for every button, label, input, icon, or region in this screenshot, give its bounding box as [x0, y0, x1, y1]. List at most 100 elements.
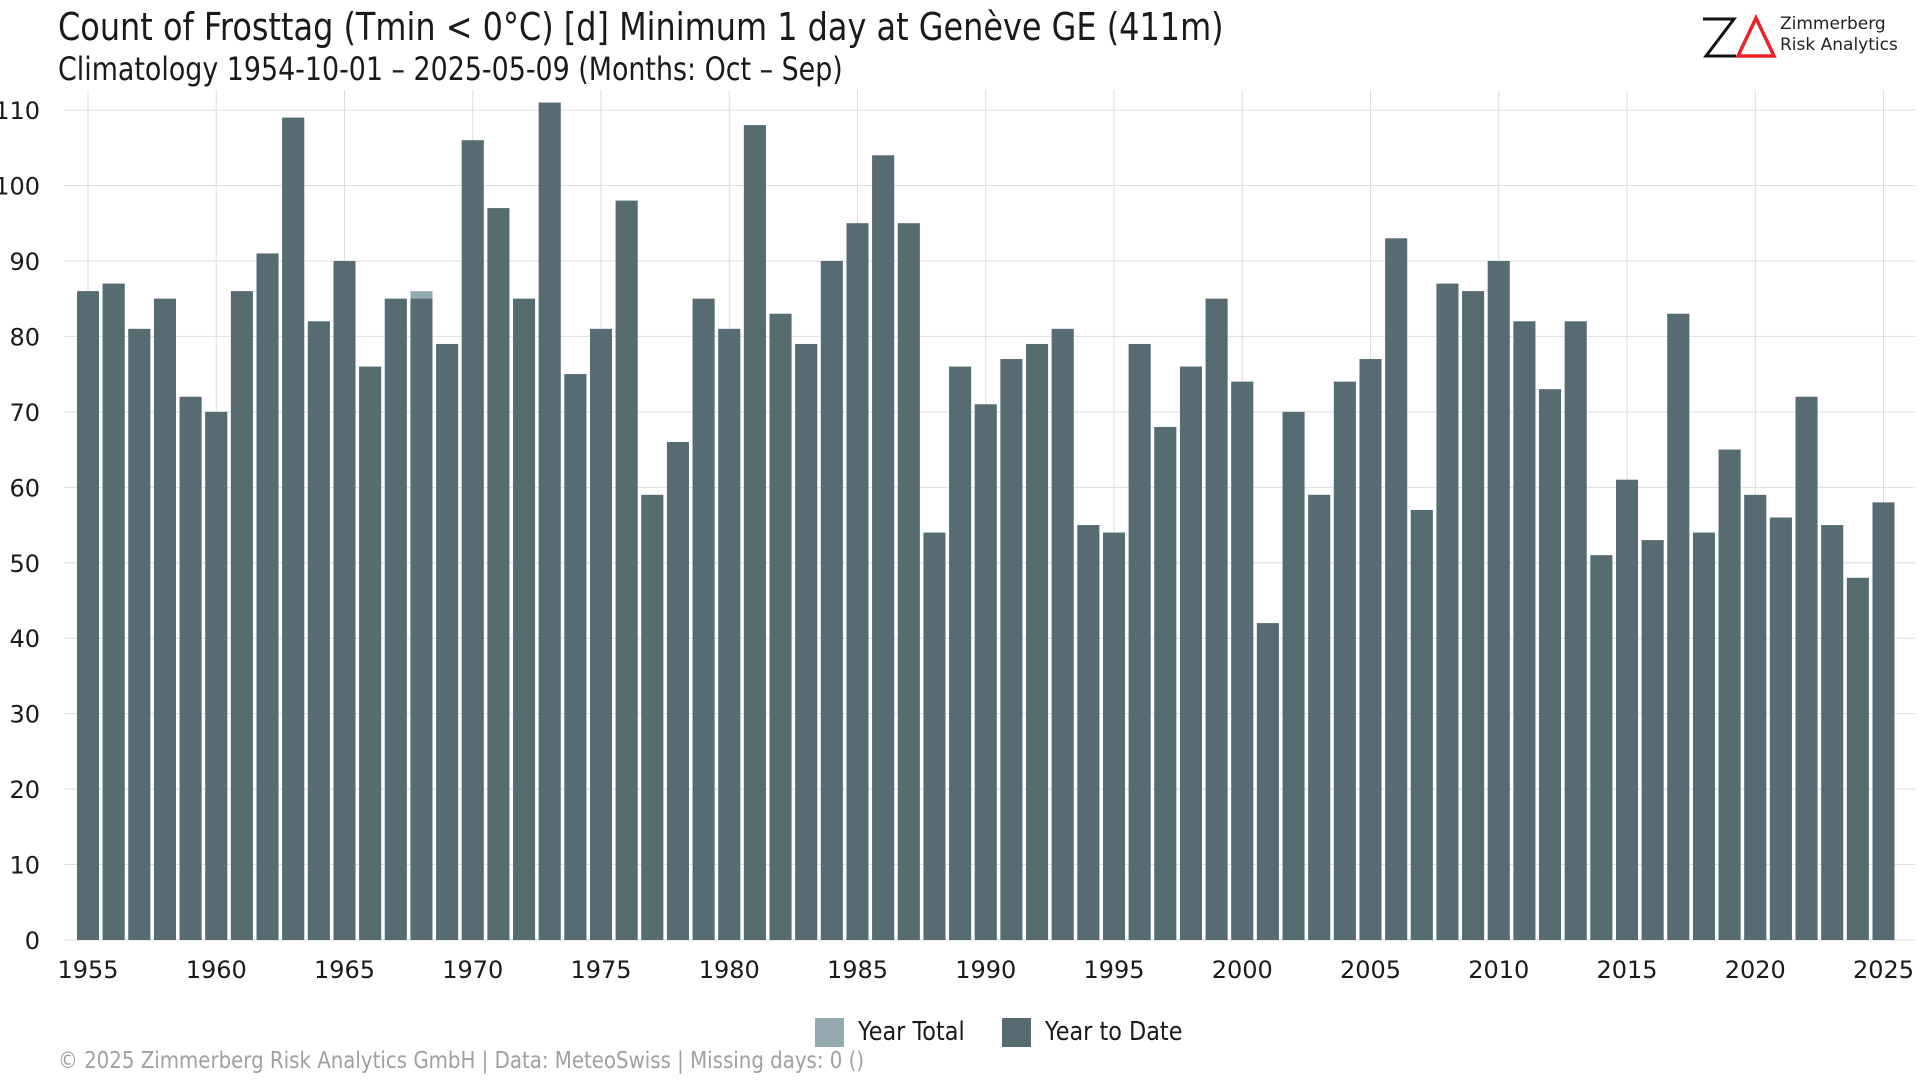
- x-tick-label: 1980: [699, 956, 760, 984]
- bar-year-to-date-1986: [872, 155, 895, 940]
- bar-year-to-date-2004: [1333, 381, 1356, 941]
- footer-credits: © 2025 Zimmerberg Risk Analytics GmbH | …: [58, 1048, 865, 1074]
- legend-label-year-total: Year Total: [858, 1017, 965, 1047]
- x-tick-label: 1985: [827, 956, 888, 984]
- legend-swatch-year-total: [815, 1017, 844, 1047]
- bar-year-to-date-2002: [1282, 411, 1305, 940]
- bar-year-to-date-2013: [1564, 321, 1587, 940]
- x-tick-label: 1955: [57, 956, 118, 984]
- y-tick-label: 20: [9, 776, 40, 804]
- bar-year-to-date-1994: [1077, 525, 1100, 940]
- bar-year-to-date-1965: [333, 260, 356, 940]
- bar-year-to-date-2019: [1718, 449, 1741, 940]
- x-tick-label: 2005: [1340, 956, 1401, 984]
- bar-year-to-date-1970: [461, 140, 484, 941]
- bar-year-to-date-1971: [487, 208, 510, 940]
- y-tick-label: 90: [9, 248, 40, 276]
- x-tick-label: 1960: [186, 956, 247, 984]
- chart-subtitle: Climatology 1954-10-01 – 2025-05-09 (Mon…: [58, 50, 843, 88]
- bar-year-to-date-2010: [1487, 260, 1510, 940]
- bar-year-to-date-2006: [1385, 238, 1408, 941]
- bar-year-to-date-1972: [513, 298, 536, 941]
- x-tick-label: 1970: [442, 956, 503, 984]
- bar-year-to-date-2018: [1692, 532, 1715, 940]
- x-tick-label: 1995: [1083, 956, 1144, 984]
- bar-year-to-date-1974: [564, 374, 587, 940]
- x-tick-label: 2015: [1596, 956, 1657, 984]
- bar-year-to-date-2017: [1667, 313, 1690, 940]
- bar-year-to-date-1985: [846, 223, 869, 941]
- bar-year-to-date-1993: [1051, 328, 1074, 941]
- bar-year-to-date-2024: [1846, 577, 1869, 940]
- bar-year-to-date-1963: [282, 117, 305, 941]
- bar-year-to-date-1964: [307, 321, 330, 940]
- y-axis-tick-labels: 0 10 20 30 40 50 60 70 80 90 100 110: [0, 97, 40, 955]
- bar-year-to-date-1983: [795, 343, 818, 940]
- bar-year-to-date-1982: [769, 313, 792, 940]
- bar-year-to-date-2012: [1539, 389, 1562, 940]
- bar-year-to-date-2011: [1513, 321, 1536, 940]
- legend-swatch-year-to-date: [1002, 1017, 1032, 1047]
- bar-year-to-date-1988: [923, 532, 946, 940]
- bar-year-to-date-2014: [1590, 555, 1613, 940]
- y-tick-label: 50: [9, 550, 40, 578]
- bar-year-to-date-2023: [1821, 525, 1844, 940]
- y-tick-label: 60: [9, 474, 40, 502]
- bar-year-to-date-1978: [666, 442, 689, 940]
- bar-year-to-date-1960: [205, 411, 228, 940]
- chart-title: Count of Frosttag (Tmin < 0°C) [d] Minim…: [58, 5, 1224, 49]
- bar-year-to-date-1998: [1179, 366, 1202, 940]
- bar-year-to-date-1958: [153, 298, 176, 941]
- bar-year-to-date-2016: [1641, 540, 1664, 940]
- x-tick-label: 2025: [1853, 956, 1914, 984]
- y-tick-label: 40: [9, 625, 40, 653]
- bar-year-to-date-2007: [1410, 509, 1433, 940]
- logo-line-2: Risk Analytics: [1780, 35, 1898, 55]
- bar-year-to-date-1959: [179, 396, 202, 940]
- bar-year-to-date-1995: [1103, 532, 1125, 940]
- bar-year-to-date-1999: [1205, 298, 1228, 941]
- bar-year-to-date-1961: [230, 291, 253, 940]
- bar-year-to-date-1968: [410, 298, 433, 941]
- bar-year-to-date-2003: [1308, 494, 1331, 940]
- bar-year-to-date-2015: [1616, 479, 1638, 940]
- legend-item-year-to-date: Year to Date: [1002, 1017, 1205, 1047]
- bar-year-to-date-1996: [1128, 343, 1151, 940]
- bar-year-to-date-1957: [128, 328, 151, 941]
- bar-year-to-date-1991: [1000, 359, 1023, 940]
- y-tick-label: 0: [25, 927, 40, 955]
- legend-item-year-total: Year Total: [815, 1017, 982, 1047]
- bar-year-to-date-1969: [436, 343, 459, 940]
- bar-year-to-date-2020: [1744, 494, 1767, 940]
- bar-year-to-date-1973: [538, 102, 561, 941]
- bar-year-to-date-1990: [974, 404, 997, 941]
- bar-year-to-date-1976: [615, 200, 638, 940]
- bar-year-to-date-1962: [256, 253, 279, 940]
- bar-year-to-date-1980: [718, 328, 741, 941]
- bar-year-to-date-1967: [384, 298, 407, 941]
- bar-year-to-date-1979: [692, 298, 715, 941]
- bar-year-to-date-2005: [1359, 359, 1382, 940]
- y-tick-label: 10: [9, 852, 40, 880]
- bar-year-to-date-1989: [949, 366, 972, 940]
- bar-year-to-date-1992: [1026, 343, 1049, 940]
- logo-line-1: Zimmerberg: [1780, 14, 1886, 34]
- bar-year-to-date-1975: [590, 328, 612, 941]
- legend-label-year-to-date: Year to Date: [1045, 1017, 1183, 1047]
- bar-year-to-date-1977: [641, 494, 664, 940]
- bar-year-to-date-2021: [1769, 517, 1792, 940]
- bar-year-to-date-2022: [1795, 396, 1818, 940]
- x-tick-label: 2000: [1212, 956, 1273, 984]
- bar-year-to-date-2008: [1436, 283, 1459, 940]
- bar-year-to-date-1997: [1154, 426, 1177, 940]
- bar-year-to-date-2000: [1231, 381, 1254, 941]
- chart-legend: Year Total Year to Date: [815, 1015, 1225, 1049]
- logo-mark-icon: [1702, 13, 1777, 58]
- y-tick-label: 70: [9, 399, 40, 427]
- bar-year-to-date-1981: [743, 125, 766, 940]
- year-to-date-bars: [77, 102, 1895, 941]
- x-tick-label: 1965: [314, 956, 375, 984]
- y-tick-label: 30: [9, 701, 40, 729]
- bar-year-to-date-1955: [77, 291, 99, 940]
